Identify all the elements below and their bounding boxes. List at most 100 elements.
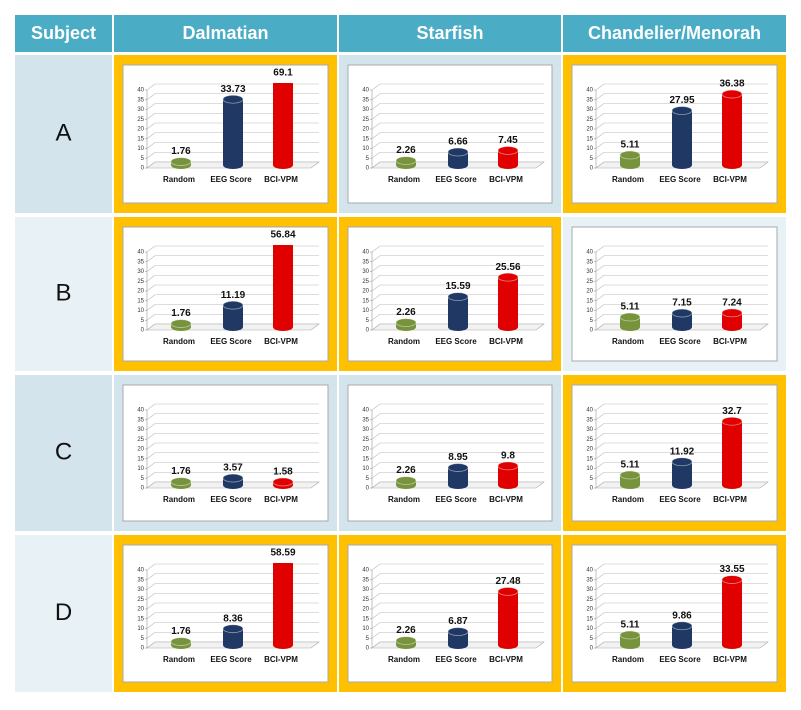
subject-cell bbox=[15, 217, 112, 371]
bar-bottom bbox=[223, 641, 243, 649]
y-tick-label: 30 bbox=[586, 107, 593, 113]
x-tick-label: Random bbox=[388, 495, 420, 504]
bar-group bbox=[222, 473, 244, 489]
grid-line bbox=[146, 423, 156, 430]
grid-line bbox=[146, 132, 156, 139]
x-tick-label: EEG Score bbox=[659, 175, 701, 184]
y-tick-label: 30 bbox=[137, 269, 144, 275]
y-tick-label: 25 bbox=[586, 597, 593, 603]
chart: 0 5 10 15 20 25 30 35 40 1.76 Random 3.57 EEG Score 1… bbox=[114, 375, 337, 531]
value-label: 3.57 bbox=[223, 463, 243, 474]
y-tick-label: 5 bbox=[141, 318, 145, 324]
grid-line bbox=[146, 304, 156, 311]
bar-top bbox=[671, 308, 693, 318]
y-tick-label: 30 bbox=[362, 107, 369, 113]
y-tick-label: 35 bbox=[137, 577, 144, 583]
bar-top bbox=[170, 319, 192, 328]
chart: 0 5 10 15 20 25 30 35 40 5.11 Random 11.92 EEG Score… bbox=[563, 375, 786, 531]
y-tick-label: 40 bbox=[362, 408, 369, 414]
y-tick-label: 30 bbox=[586, 427, 593, 433]
bar-group bbox=[671, 308, 693, 331]
y-tick-label: 25 bbox=[362, 437, 369, 443]
grid-line bbox=[595, 573, 605, 580]
y-tick-label: 10 bbox=[362, 308, 369, 314]
grid-line bbox=[371, 472, 381, 479]
grid-line bbox=[146, 142, 156, 149]
y-tick-label: 5 bbox=[366, 636, 370, 642]
y-tick-label: 20 bbox=[137, 447, 144, 453]
bar-bottom bbox=[722, 323, 742, 331]
value-label: 5.11 bbox=[621, 620, 640, 631]
bar-group bbox=[619, 312, 641, 331]
grid-line bbox=[595, 413, 605, 420]
bar bbox=[223, 628, 243, 645]
grid-line bbox=[146, 622, 156, 629]
bar-bottom bbox=[672, 641, 692, 649]
bar-bottom bbox=[498, 641, 518, 649]
bar-group bbox=[170, 637, 192, 649]
grid-line bbox=[146, 113, 156, 120]
bar-top bbox=[222, 624, 244, 634]
grid-line bbox=[371, 265, 381, 272]
grid-line bbox=[595, 142, 605, 149]
x-tick-label: EEG Score bbox=[659, 655, 701, 664]
y-tick-label: 40 bbox=[586, 88, 593, 94]
grid-line bbox=[371, 132, 381, 139]
x-tick-label: Random bbox=[163, 655, 195, 664]
value-label: 8.95 bbox=[448, 452, 468, 463]
grid-line bbox=[595, 593, 605, 600]
x-tick-label: EEG Score bbox=[210, 337, 252, 346]
y-tick-label: 40 bbox=[137, 408, 144, 414]
value-label: 2.26 bbox=[396, 625, 416, 636]
y-tick-label: 20 bbox=[586, 289, 593, 295]
grid-line bbox=[595, 452, 605, 459]
bar-top bbox=[619, 470, 641, 480]
grid-line bbox=[371, 622, 381, 629]
bar bbox=[620, 475, 640, 485]
bar-top bbox=[222, 300, 244, 310]
y-tick-label: 35 bbox=[137, 417, 144, 423]
grid-line bbox=[595, 304, 605, 311]
value-label: 27.95 bbox=[669, 95, 694, 106]
header-cell bbox=[339, 15, 561, 52]
y-tick-label: 5 bbox=[366, 476, 370, 482]
grid-line bbox=[371, 152, 381, 159]
chart: 0 5 10 15 20 25 30 35 40 5.11 Random 7.15 EEG Score 7… bbox=[563, 217, 786, 371]
bar-top bbox=[395, 318, 417, 327]
bar-bottom bbox=[223, 481, 243, 489]
bar bbox=[498, 465, 518, 485]
bar-group bbox=[447, 463, 469, 489]
y-tick-label: 20 bbox=[362, 607, 369, 613]
bar-top bbox=[671, 106, 693, 115]
bar-top bbox=[721, 416, 743, 426]
grid-line bbox=[595, 103, 605, 110]
grid-line bbox=[595, 602, 605, 610]
bar bbox=[273, 563, 293, 645]
grid-line bbox=[595, 265, 605, 272]
y-tick-label: 5 bbox=[590, 636, 594, 642]
bar-top bbox=[170, 477, 192, 486]
y-tick-label: 0 bbox=[366, 646, 370, 652]
y-tick-label: 20 bbox=[362, 289, 369, 295]
bar-top bbox=[170, 637, 192, 646]
bar-top bbox=[272, 477, 294, 487]
bar-group bbox=[447, 627, 469, 649]
bar-bottom bbox=[448, 161, 468, 169]
grid-line bbox=[371, 113, 381, 120]
grid-line bbox=[595, 462, 605, 469]
x-tick-label: BCI-VPM bbox=[713, 655, 747, 664]
grid-line bbox=[371, 245, 381, 253]
bar bbox=[620, 317, 640, 327]
value-label: 6.66 bbox=[448, 137, 468, 148]
bar-group bbox=[721, 575, 743, 649]
chart: 0 5 10 15 20 25 30 35 40 2.26 Random 6.87 EEG Score 2… bbox=[339, 535, 561, 692]
grid-line bbox=[146, 462, 156, 469]
grid-line bbox=[146, 563, 156, 571]
y-tick-label: 15 bbox=[137, 456, 144, 462]
bar-top bbox=[671, 457, 693, 467]
y-tick-label: 25 bbox=[362, 597, 369, 603]
grid-line bbox=[371, 255, 381, 262]
grid-line bbox=[595, 612, 605, 619]
bar-group bbox=[170, 319, 192, 331]
x-tick-label: EEG Score bbox=[659, 337, 701, 346]
